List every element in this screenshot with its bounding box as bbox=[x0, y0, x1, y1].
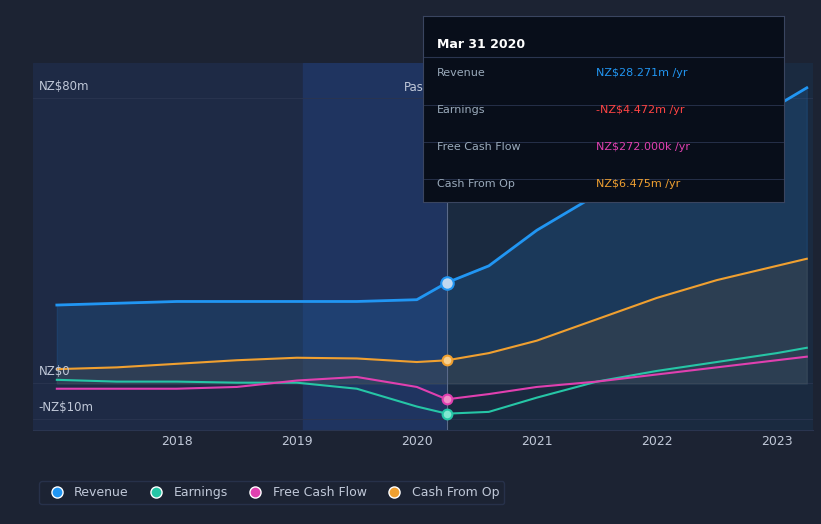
Text: Earnings: Earnings bbox=[438, 105, 486, 115]
Legend: Revenue, Earnings, Free Cash Flow, Cash From Op: Revenue, Earnings, Free Cash Flow, Cash … bbox=[39, 481, 504, 504]
Bar bbox=[447, 63, 813, 430]
Bar bbox=[303, 63, 447, 430]
Text: NZ$80m: NZ$80m bbox=[39, 80, 89, 93]
Text: Cash From Op: Cash From Op bbox=[438, 179, 515, 189]
Text: NZ$272.000k /yr: NZ$272.000k /yr bbox=[596, 142, 690, 152]
Text: -NZ$10m: -NZ$10m bbox=[39, 401, 94, 413]
Text: Free Cash Flow: Free Cash Flow bbox=[438, 142, 521, 152]
Text: NZ$6.475m /yr: NZ$6.475m /yr bbox=[596, 179, 681, 189]
Bar bbox=[33, 63, 447, 430]
Text: Revenue: Revenue bbox=[438, 68, 486, 78]
Text: Past: Past bbox=[404, 81, 429, 94]
Text: NZ$0: NZ$0 bbox=[39, 365, 71, 378]
Text: -NZ$4.472m /yr: -NZ$4.472m /yr bbox=[596, 105, 685, 115]
Text: Mar 31 2020: Mar 31 2020 bbox=[438, 38, 525, 51]
Text: NZ$28.271m /yr: NZ$28.271m /yr bbox=[596, 68, 688, 78]
Text: Analysts Forecasts: Analysts Forecasts bbox=[465, 81, 575, 94]
